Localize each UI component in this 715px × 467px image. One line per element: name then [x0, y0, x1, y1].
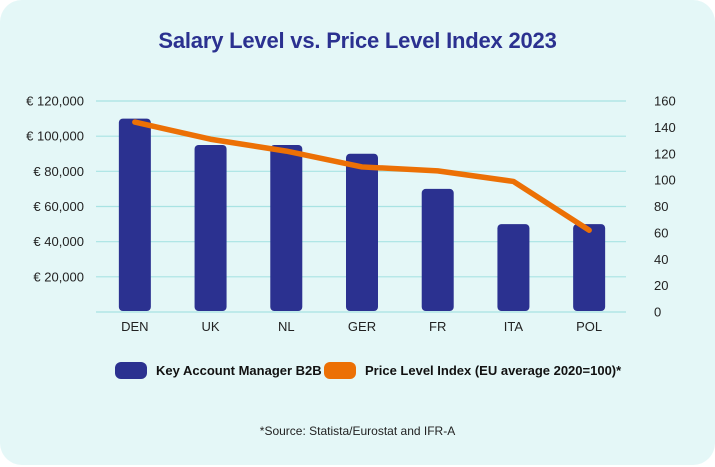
right-axis-tick-label: 140 [654, 120, 676, 135]
x-axis-tick-label: DEN [121, 319, 148, 334]
right-axis-tick-label: 60 [654, 225, 668, 240]
bar-den [118, 118, 151, 311]
legend: Key Account Manager B2B Price Level Inde… [0, 358, 715, 382]
legend-label: Key Account Manager B2B [156, 362, 322, 378]
x-axis-tick-label: ITA [504, 319, 524, 334]
left-axis-tick-label: € 100,000 [26, 129, 84, 144]
right-axis-tick-label: 100 [654, 173, 676, 188]
source-note: *Source: Statista/Eurostat and IFR-A [259, 424, 456, 438]
bar-uk [194, 144, 227, 311]
left-axis-tick-label: € 60,000 [33, 199, 84, 214]
left-axis-tick-label: € 80,000 [33, 164, 84, 179]
left-axis-tick-label: € 120,000 [26, 94, 84, 109]
right-axis-tick-label: 160 [654, 94, 676, 109]
x-axis-tick-label: POL [576, 319, 602, 334]
x-axis-tick-label: NL [278, 319, 295, 334]
x-axis-tick-label: UK [202, 319, 220, 334]
right-axis-tick-label: 80 [654, 199, 668, 214]
bar-fr [421, 188, 454, 311]
chart-title: Salary Level vs. Price Level Index 2023 [158, 28, 557, 53]
right-axis-ticks: 0 20 40 60 80 100 120 140 160 [654, 94, 676, 320]
left-axis-tick-label: € 40,000 [33, 234, 84, 249]
bar-ita [497, 224, 530, 311]
legend-label: Price Level Index (EU average 2020=100)* [365, 362, 622, 378]
right-axis-tick-label: 40 [654, 252, 668, 267]
legend-item-price-index: Price Level Index (EU average 2020=100)* [324, 358, 621, 382]
x-axis-tick-label: FR [429, 319, 446, 334]
bar-nl [270, 144, 303, 311]
bar-series [118, 118, 606, 311]
legend-swatch-bar [115, 361, 147, 379]
chart-plot: € 20,000 € 40,000 € 60,000 € 80,000 € 100,00… [26, 94, 676, 335]
x-axis-ticks: DEN UK NL GER FR ITA POL [121, 319, 602, 334]
line-series [132, 119, 592, 233]
right-axis-tick-label: 20 [654, 278, 668, 293]
legend-swatch-line [324, 361, 356, 379]
right-axis-tick-label: 120 [654, 146, 676, 161]
left-axis-ticks: € 20,000 € 40,000 € 60,000 € 80,000 € 100,00… [26, 94, 84, 285]
left-axis-tick-label: € 20,000 [33, 269, 84, 284]
legend-item-salary: Key Account Manager B2B [115, 358, 322, 382]
right-axis-tick-label: 0 [654, 305, 661, 320]
bar-ger [346, 153, 378, 311]
bar-pol [573, 224, 606, 311]
x-axis-tick-label: GER [348, 319, 376, 334]
